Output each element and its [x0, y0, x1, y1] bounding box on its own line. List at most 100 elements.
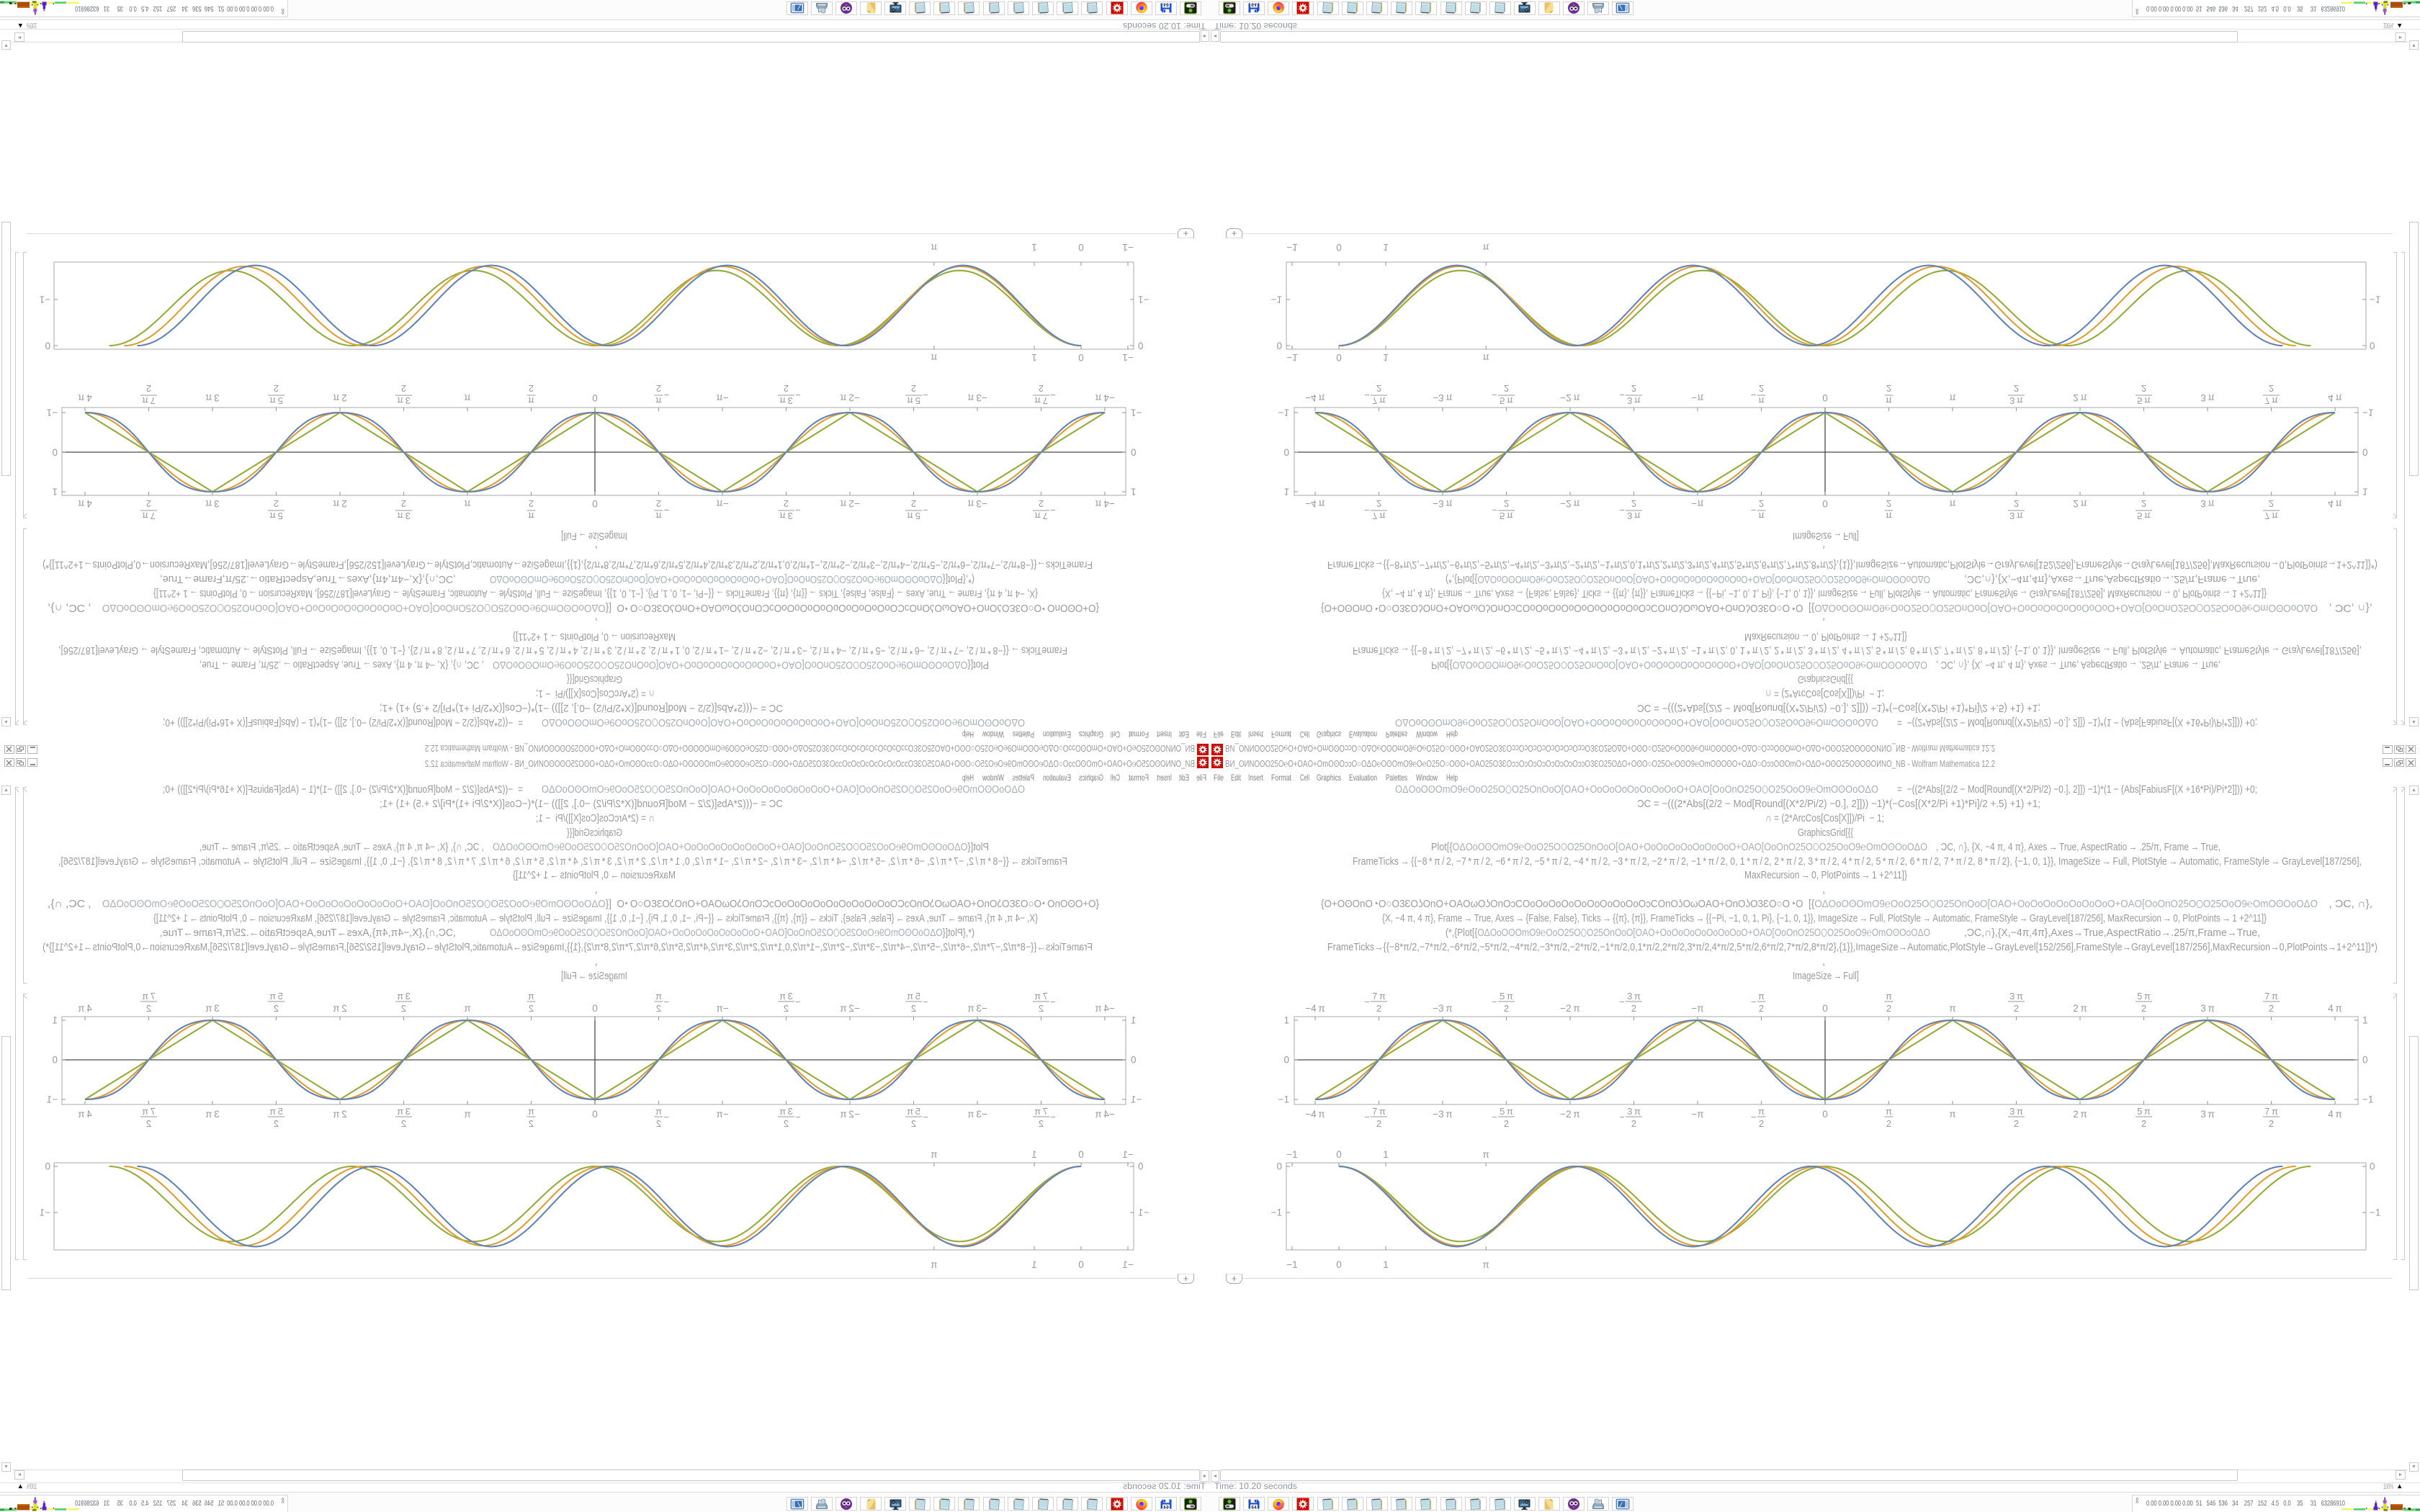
svg-text:−1: −1	[1286, 242, 1297, 253]
svg-text:2: 2	[274, 498, 279, 509]
svg-text:π: π	[1886, 991, 1892, 1002]
svg-text:−1: −1	[1278, 1094, 1289, 1105]
svg-text:−: −	[1050, 1112, 1056, 1122]
svg-text:−: −	[664, 390, 670, 400]
svg-text:5 π: 5 π	[2137, 395, 2151, 406]
svg-text:2: 2	[784, 1118, 789, 1129]
svg-text:3 π: 3 π	[2009, 991, 2023, 1002]
svg-text:2: 2	[1759, 383, 1764, 394]
svg-text:2: 2	[1759, 498, 1764, 509]
svg-text:1: 1	[2362, 487, 2368, 498]
svg-text:0: 0	[52, 1055, 58, 1066]
svg-text:π: π	[1758, 395, 1765, 406]
svg-text:0: 0	[1336, 1259, 1342, 1270]
svg-text:π: π	[1758, 1106, 1765, 1117]
svg-text:π: π	[1483, 1259, 1489, 1270]
svg-text:π: π	[1483, 1149, 1489, 1160]
svg-text:7 π: 7 π	[1372, 510, 1386, 521]
svg-text:−4 π: −4 π	[1095, 498, 1114, 509]
svg-text:−1: −1	[1138, 294, 1149, 305]
svg-text:2 π: 2 π	[2073, 1003, 2087, 1014]
svg-text:−1: −1	[2362, 408, 2373, 418]
svg-text:2: 2	[2014, 1003, 2019, 1014]
svg-text:π: π	[655, 395, 662, 406]
svg-text:0: 0	[2370, 341, 2375, 351]
svg-text:0: 0	[2362, 447, 2368, 458]
svg-text:2 π: 2 π	[2073, 1109, 2087, 1120]
svg-text:7 π: 7 π	[1372, 1106, 1386, 1117]
svg-text:3 π: 3 π	[205, 392, 220, 403]
svg-text:64: 64	[1251, 2, 1257, 7]
svg-text:3 π: 3 π	[2009, 510, 2023, 521]
svg-text:−2 π: −2 π	[1560, 1003, 1579, 1014]
svg-text:1: 1	[1031, 242, 1037, 253]
svg-text:2: 2	[401, 1118, 406, 1129]
svg-text:3 π: 3 π	[397, 510, 411, 521]
svg-text:π: π	[464, 498, 470, 509]
svg-text:−4 π: −4 π	[1305, 1109, 1325, 1120]
svg-text:−: −	[1751, 996, 1757, 1007]
svg-text:5 π: 5 π	[1500, 395, 1513, 406]
svg-text:1: 1	[1031, 352, 1037, 363]
svg-text:−1: −1	[47, 1094, 58, 1105]
svg-text:3 π: 3 π	[2200, 498, 2215, 509]
svg-text:−1: −1	[1271, 1207, 1282, 1218]
svg-text:2: 2	[784, 383, 789, 394]
svg-text:2: 2	[1886, 498, 1891, 509]
svg-text:−: −	[664, 996, 670, 1007]
svg-text:3 π: 3 π	[779, 395, 793, 406]
svg-text:7 π: 7 π	[142, 395, 156, 406]
svg-text:−: −	[1619, 996, 1625, 1007]
svg-text:−: −	[1619, 505, 1625, 516]
svg-text:2: 2	[1039, 383, 1044, 394]
svg-text:−: −	[1619, 1112, 1625, 1122]
svg-text:4 π: 4 π	[2328, 1003, 2342, 1014]
svg-text:π: π	[1886, 395, 1892, 406]
svg-text:−3 π: −3 π	[1433, 1003, 1452, 1014]
svg-text:2: 2	[146, 383, 151, 394]
svg-text:−π: −π	[1691, 498, 1703, 509]
svg-text:−1: −1	[1131, 408, 1142, 418]
svg-text:−1: −1	[47, 408, 58, 418]
svg-text:7 π: 7 π	[1372, 991, 1386, 1002]
svg-text:−1: −1	[1122, 1149, 1133, 1160]
svg-text:3 π: 3 π	[779, 1106, 793, 1117]
svg-text:π: π	[528, 510, 534, 521]
svg-text:−: −	[795, 1112, 801, 1122]
svg-text:0: 0	[1283, 447, 1289, 458]
svg-text:−: −	[1492, 505, 1497, 516]
svg-text:1: 1	[2362, 1015, 2368, 1026]
svg-text:2: 2	[784, 498, 789, 509]
svg-text:−: −	[664, 1112, 670, 1122]
svg-text:2: 2	[274, 1118, 279, 1129]
svg-text:5 π: 5 π	[907, 510, 920, 521]
svg-text:2: 2	[1039, 1003, 1044, 1014]
svg-text:2 π: 2 π	[333, 1003, 347, 1014]
svg-text:2: 2	[1376, 498, 1381, 509]
svg-text:2: 2	[146, 1118, 151, 1129]
svg-text:0: 0	[1336, 242, 1342, 253]
svg-text:−1: −1	[1286, 1259, 1297, 1270]
svg-text:1: 1	[1283, 1015, 1289, 1026]
svg-text:−π: −π	[716, 498, 728, 509]
svg-text:−: −	[1751, 505, 1757, 516]
svg-text:2: 2	[1886, 383, 1891, 394]
svg-text:0: 0	[45, 341, 50, 351]
svg-text:π: π	[1886, 510, 1892, 521]
svg-text:2 π: 2 π	[2073, 392, 2087, 403]
svg-text:2: 2	[656, 383, 661, 394]
svg-text:−: −	[1619, 390, 1625, 400]
svg-text:−1: −1	[1278, 408, 1289, 418]
svg-text:2: 2	[2014, 1118, 2019, 1129]
svg-text:−3 π: −3 π	[1433, 392, 1452, 403]
svg-text:2: 2	[656, 498, 661, 509]
svg-text:3 π: 3 π	[2200, 392, 2215, 403]
svg-text:3 π: 3 π	[397, 395, 411, 406]
svg-text:1: 1	[1383, 1149, 1389, 1160]
svg-text:3 π: 3 π	[1627, 510, 1641, 521]
svg-text:π: π	[1949, 1109, 1955, 1120]
svg-text:4 π: 4 π	[78, 1109, 92, 1120]
svg-text:−: −	[1050, 996, 1056, 1007]
svg-text:−: −	[1364, 1112, 1370, 1122]
svg-text:0: 0	[1336, 1149, 1342, 1160]
